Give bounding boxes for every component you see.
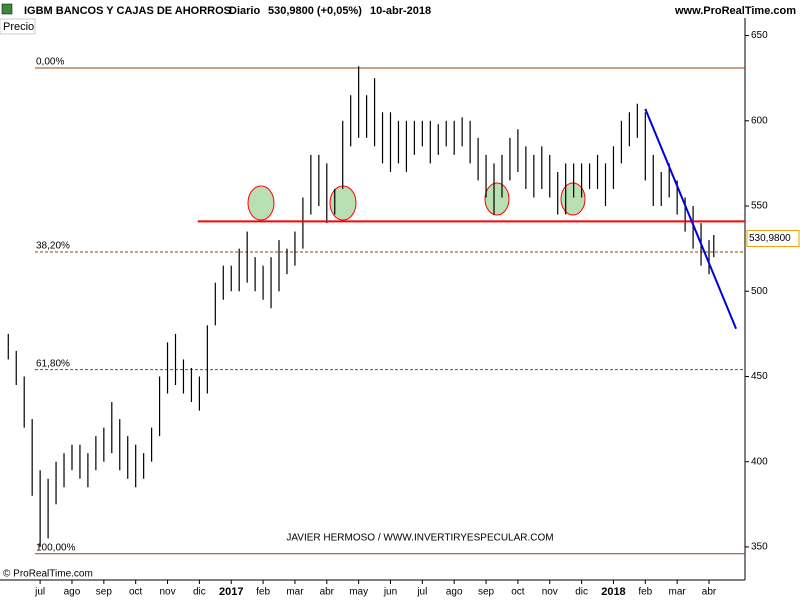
y-tick-label: 550 bbox=[751, 201, 768, 212]
x-tick-label: oct bbox=[129, 587, 143, 598]
highlight bbox=[329, 185, 357, 221]
highlight bbox=[560, 182, 586, 216]
y-tick-label: 650 bbox=[751, 30, 768, 41]
date: 10-abr-2018 bbox=[370, 5, 431, 17]
x-tick-label: 2017 bbox=[219, 586, 243, 598]
fib-label: 0,00% bbox=[36, 57, 64, 68]
fib-label: 61,80% bbox=[36, 358, 70, 369]
x-tick-label: mar bbox=[669, 587, 687, 598]
x-tick-label: feb bbox=[638, 587, 652, 598]
x-tick-label: 2018 bbox=[601, 586, 625, 598]
fib-label: 38,20% bbox=[36, 241, 70, 252]
last-price-box bbox=[746, 229, 800, 247]
x-tick-label: feb bbox=[256, 587, 270, 598]
panel-label-box bbox=[0, 18, 36, 35]
panel-label: Precio bbox=[3, 21, 34, 33]
trendline bbox=[644, 108, 738, 330]
x-tick-label: ago bbox=[64, 587, 81, 598]
footer: © ProRealTime.com bbox=[3, 569, 93, 580]
x-tick-label: jul bbox=[34, 587, 45, 598]
x-tick-label: dic bbox=[193, 587, 206, 598]
x-tick-label: abr bbox=[702, 587, 717, 598]
last-change: 530,9800 (+0,05%) bbox=[268, 5, 362, 17]
x-tick-label: mar bbox=[286, 587, 304, 598]
x-tick-label: jul bbox=[416, 587, 427, 598]
x-tick-label: sep bbox=[96, 587, 113, 598]
y-tick-label: 350 bbox=[751, 542, 768, 553]
x-tick-label: abr bbox=[320, 587, 335, 598]
credit: JAVIER HERMOSO / WWW.INVERTIRYESPECULAR.… bbox=[286, 533, 553, 544]
last-price-label: 530,9800 bbox=[749, 233, 791, 244]
x-tick-label: nov bbox=[159, 587, 175, 598]
x-tick-label: ago bbox=[446, 587, 463, 598]
x-tick-label: oct bbox=[511, 587, 525, 598]
highlight bbox=[484, 182, 510, 216]
site: www.ProRealTime.com bbox=[674, 5, 796, 17]
y-tick-label: 450 bbox=[751, 371, 768, 382]
highlight bbox=[247, 185, 275, 221]
x-tick-label: may bbox=[349, 587, 368, 598]
x-tick-label: dic bbox=[575, 587, 588, 598]
chart-title: IGBM BANCOS Y CAJAS DE AHORROS bbox=[24, 5, 231, 17]
icon bbox=[1, 3, 13, 15]
y-tick-label: 400 bbox=[751, 456, 768, 467]
fib-label: 100,00% bbox=[36, 542, 76, 553]
y-tick-label: 600 bbox=[751, 115, 768, 126]
period: Diario bbox=[229, 5, 260, 17]
x-tick-label: jun bbox=[383, 587, 397, 598]
y-tick-label: 500 bbox=[751, 286, 768, 297]
x-tick-label: nov bbox=[542, 587, 558, 598]
x-tick-label: sep bbox=[478, 587, 495, 598]
